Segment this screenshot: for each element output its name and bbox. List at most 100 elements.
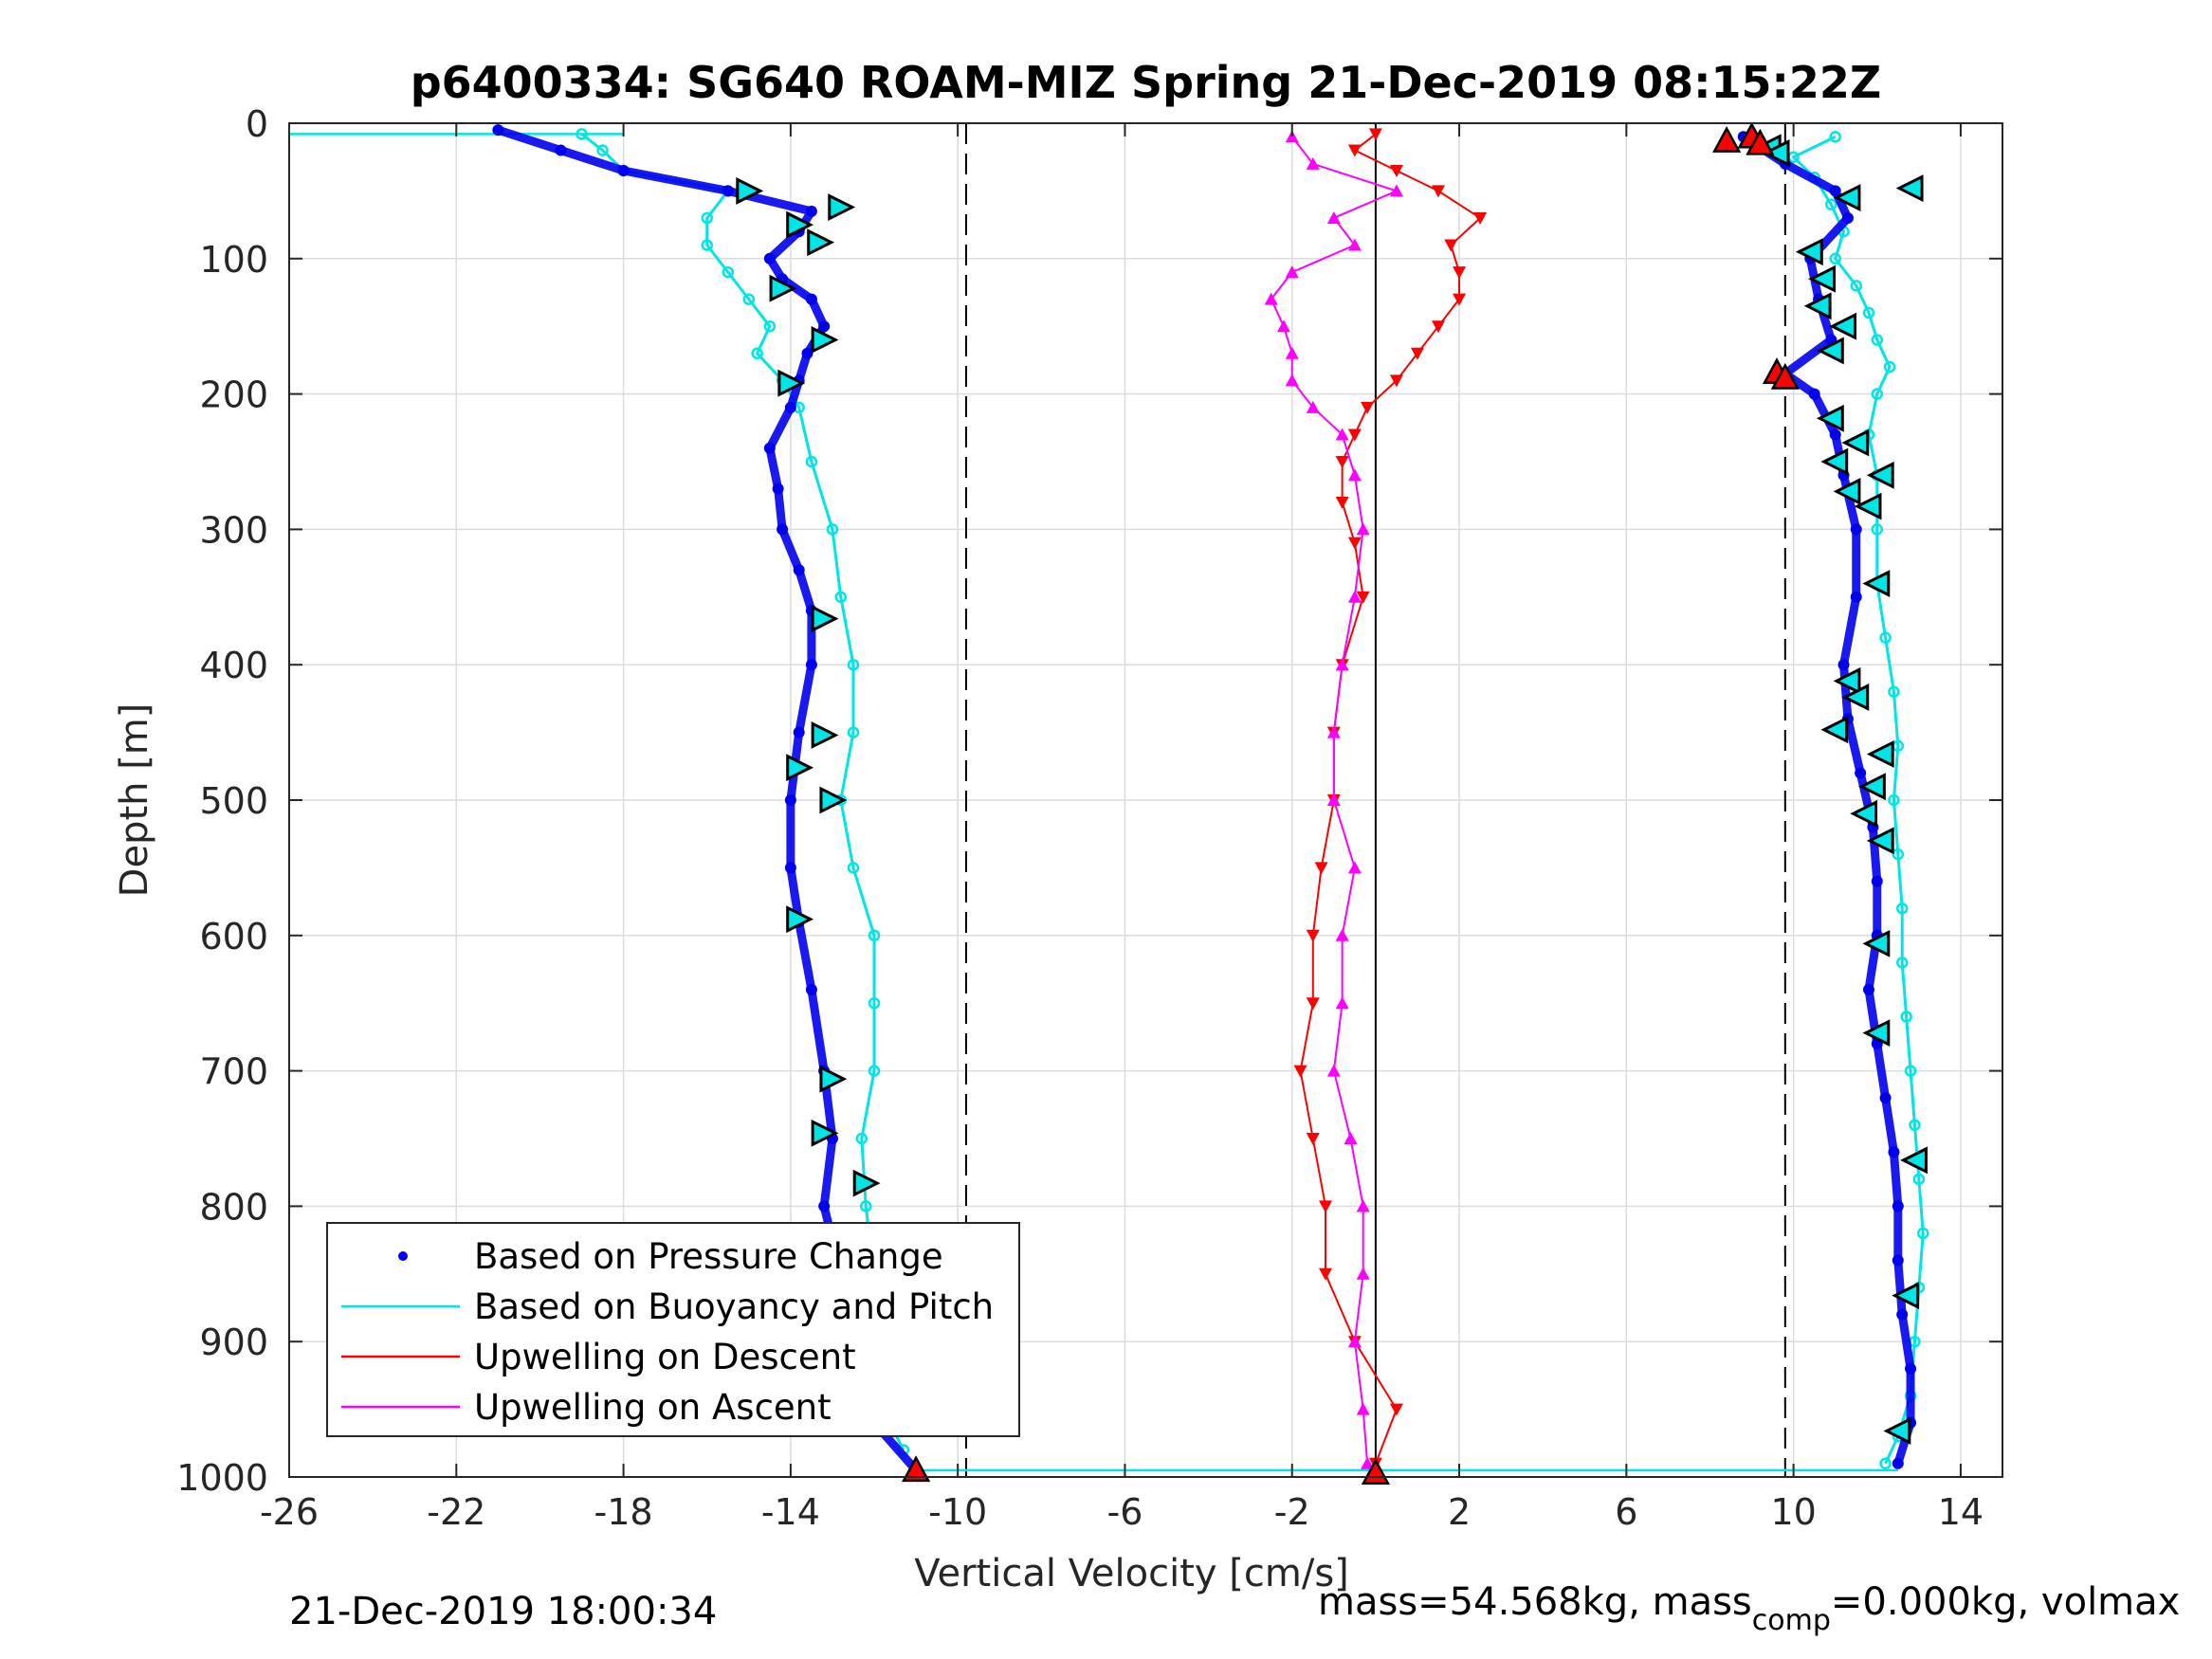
- tick-layer: -26 -22 -18 -14 -10 -6 -2 2 6 10 14010020030040050…: [176, 103, 2002, 1533]
- buoyancy-pitch-point: [826, 523, 839, 536]
- pressure-change-point: [818, 320, 831, 333]
- upwelling-ascent-point: [1347, 1335, 1362, 1348]
- pressure-change-point: [617, 164, 630, 176]
- upwelling-ascent-line: [1270, 136, 1399, 1464]
- pressure-change-point: [801, 347, 814, 359]
- upwelling-ascent-point: [1389, 184, 1403, 197]
- buoyancy-pitch-point: [1871, 388, 1884, 400]
- legend-label: Upwelling on Descent: [474, 1337, 856, 1377]
- legend-items: Based on Pressure Change Based on Buoyanc…: [341, 1236, 994, 1428]
- buoyancy-pitch-point: [1850, 280, 1862, 292]
- upwelling-descent-point: [1444, 239, 1458, 252]
- upwelling-ascent-point: [1306, 400, 1320, 413]
- upwelling-descent-point: [1306, 929, 1320, 942]
- buoyancy-pitch-point: [1879, 1457, 1892, 1469]
- upwelling-descent-point: [1335, 456, 1349, 468]
- descent-marker-triangle: [736, 176, 764, 205]
- x-tick-label: -6: [1107, 1491, 1143, 1533]
- pressure-change-point: [1829, 428, 1841, 441]
- descent-marker-triangle: [852, 1169, 881, 1197]
- upwelling-descent-point: [1410, 347, 1424, 360]
- descent-marker-triangle: [811, 721, 839, 749]
- x-tick-label: -10: [928, 1491, 987, 1533]
- upwelling-ascent-point: [1347, 590, 1362, 603]
- upwelling-ascent-point: [1326, 725, 1341, 738]
- ascent-marker-triangle: [1820, 716, 1849, 744]
- buoyancy-pitch-point: [576, 128, 588, 140]
- y-tick-label: 200: [199, 374, 268, 416]
- buoyancy-pitch-point: [1879, 631, 1892, 644]
- upwelling-ascent-point: [1361, 1456, 1375, 1469]
- footer-mass-info: mass=54.568kg, masscomp=0.000kg, volmax: [1318, 1580, 2180, 1637]
- ascent-marker-triangle: [1862, 1019, 1891, 1048]
- upwelling-descent-point: [1347, 428, 1362, 442]
- ascent-marker-triangle: [1862, 929, 1891, 957]
- pressure-change-point: [818, 1200, 831, 1212]
- upwelling-ascent-point: [1356, 1402, 1370, 1415]
- pressure-change-point: [772, 483, 784, 495]
- red-up-marker-triangle: [901, 1455, 931, 1483]
- y-axis-label: Depth [m]: [113, 703, 156, 898]
- ascent-marker-triangle: [1833, 477, 1861, 505]
- buoyancy-pitch-point: [1888, 793, 1900, 807]
- upwelling-ascent-point: [1285, 346, 1299, 359]
- upwelling-descent-point: [1347, 537, 1362, 550]
- upwelling-ascent-point: [1356, 1199, 1370, 1212]
- ascent-marker-triangle: [1762, 138, 1790, 167]
- pressure-change-point: [805, 205, 817, 217]
- pressure-change-point: [1892, 1254, 1904, 1267]
- red-up-marker-triangle: [1770, 362, 1800, 390]
- pressure-change-point: [1855, 767, 1867, 779]
- legend-box: [326, 1222, 1020, 1437]
- legend-label: Based on Pressure Change: [474, 1236, 943, 1277]
- y-tick-label: 100: [199, 239, 268, 281]
- x-tick-label: 14: [1938, 1491, 1983, 1533]
- upwelling-ascent-point: [1306, 156, 1320, 170]
- upwelling-ascent-point: [1347, 468, 1362, 482]
- upwelling-ascent-point: [1356, 522, 1370, 536]
- buoyancy-pitch-point: [1829, 131, 1841, 143]
- buoyancy-pitch-point: [1895, 957, 1909, 969]
- x-axis-label: Vertical Velocity [cm/s]: [914, 1552, 1349, 1595]
- pressure-change-point: [1837, 659, 1850, 671]
- upwelling-ascent-point: [1335, 928, 1349, 941]
- descent-marker-triangle: [811, 605, 839, 633]
- buoyancy-pitch-point: [1909, 1119, 1921, 1131]
- buoyancy-pitch-point: [763, 319, 777, 333]
- ascent-marker-triangle: [1808, 264, 1836, 293]
- x-tick-label: -14: [761, 1491, 820, 1533]
- upwelling-ascent-point: [1326, 210, 1341, 224]
- pressure-change-point: [722, 185, 734, 197]
- upwelling-ascent-point: [1276, 319, 1290, 333]
- pressure-change-point: [805, 293, 817, 305]
- pressure-change-point: [1879, 1092, 1892, 1104]
- upwelling-ascent-point: [1326, 1064, 1341, 1077]
- upwelling-ascent-point: [1347, 238, 1362, 251]
- ascent-marker-triangle: [1858, 773, 1886, 801]
- pressure-change-point: [793, 564, 805, 576]
- ascent-marker-triangle: [1795, 238, 1823, 266]
- descent-marker-triangle: [828, 193, 856, 221]
- pressure-change-point: [1905, 1362, 1917, 1375]
- upwelling-descent-point: [1453, 293, 1467, 306]
- upwelling-ascent-point: [1347, 861, 1362, 874]
- ascent-marker-triangle: [1833, 666, 1861, 695]
- descent-marker-triangle: [807, 228, 835, 257]
- ascent-marker-triangle: [1803, 292, 1832, 320]
- pressure-change-point: [1841, 211, 1854, 224]
- pressure-change-point: [555, 144, 567, 156]
- ascent-marker-triangle: [1900, 1146, 1928, 1175]
- buoyancy-pitch-point: [805, 455, 818, 468]
- pressure-change-point: [784, 794, 796, 806]
- pressure-change-point: [805, 983, 817, 995]
- pressure-change-point: [763, 252, 776, 264]
- y-tick-label: 700: [199, 1051, 268, 1093]
- upwelling-descent-point: [1389, 1403, 1403, 1416]
- upwelling-descent-point: [1306, 997, 1320, 1011]
- buoyancy-pitch-point: [1892, 848, 1905, 861]
- buoyancy-pitch-point: [868, 996, 881, 1010]
- pressure-change-point: [1871, 875, 1883, 887]
- upwelling-descent-point: [1356, 591, 1370, 604]
- footer-mass-subscript: comp: [1751, 1604, 1831, 1637]
- upwelling-descent-point: [1432, 320, 1446, 334]
